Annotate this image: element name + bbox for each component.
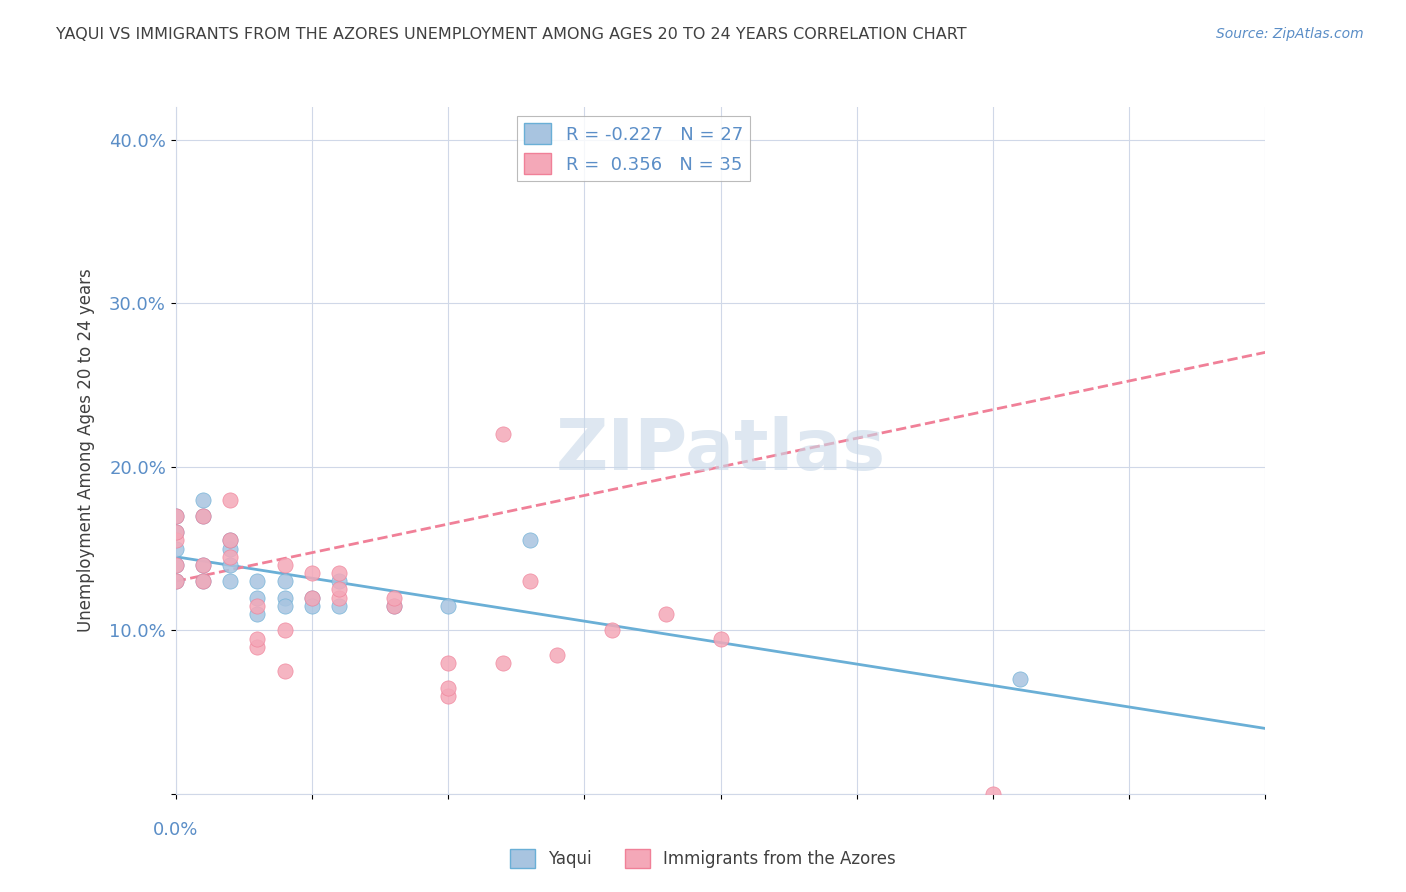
Point [165, 574, 187, 589]
Point [328, 566, 350, 580]
Point [191, 574, 214, 589]
Point [246, 640, 269, 654]
Point [246, 574, 269, 589]
Point [165, 525, 187, 540]
Point [437, 656, 460, 670]
Point [246, 607, 269, 621]
Point [328, 574, 350, 589]
Point [600, 624, 623, 638]
Point [165, 508, 187, 523]
Text: 0.0%: 0.0% [153, 822, 198, 839]
Point [165, 525, 187, 540]
Point [274, 558, 297, 572]
Point [328, 591, 350, 605]
Point [191, 508, 214, 523]
Point [710, 632, 733, 646]
Point [382, 599, 405, 613]
Point [301, 591, 323, 605]
Point [219, 558, 242, 572]
Point [274, 599, 297, 613]
Point [274, 574, 297, 589]
Point [246, 599, 269, 613]
Point [165, 533, 187, 548]
Point [437, 689, 460, 703]
Point [165, 574, 187, 589]
Legend: Yaqui, Immigrants from the Azores: Yaqui, Immigrants from the Azores [503, 842, 903, 875]
Point [328, 599, 350, 613]
Point [191, 558, 214, 572]
Text: YAQUI VS IMMIGRANTS FROM THE AZORES UNEMPLOYMENT AMONG AGES 20 TO 24 YEARS CORRE: YAQUI VS IMMIGRANTS FROM THE AZORES UNEM… [56, 27, 967, 42]
Point [301, 599, 323, 613]
Point [519, 574, 541, 589]
Point [492, 656, 515, 670]
Point [437, 681, 460, 695]
Point [1010, 673, 1032, 687]
Point [274, 664, 297, 679]
Point [655, 607, 678, 621]
Text: ZIPatlas: ZIPatlas [555, 416, 886, 485]
Point [981, 787, 1004, 801]
Point [191, 574, 214, 589]
Point [165, 558, 187, 572]
Point [519, 533, 541, 548]
Point [165, 558, 187, 572]
Point [219, 541, 242, 556]
Point [219, 574, 242, 589]
Point [328, 582, 350, 597]
Point [219, 492, 242, 507]
Point [219, 549, 242, 564]
Point [219, 533, 242, 548]
Point [301, 591, 323, 605]
Point [165, 541, 187, 556]
Point [165, 508, 187, 523]
Point [492, 427, 515, 442]
Point [219, 533, 242, 548]
Point [191, 558, 214, 572]
Point [382, 599, 405, 613]
Point [274, 591, 297, 605]
Point [191, 492, 214, 507]
Point [191, 508, 214, 523]
Y-axis label: Unemployment Among Ages 20 to 24 years: Unemployment Among Ages 20 to 24 years [77, 268, 96, 632]
Point [246, 591, 269, 605]
Legend: R = -0.227   N = 27, R =  0.356   N = 35: R = -0.227 N = 27, R = 0.356 N = 35 [517, 116, 749, 181]
Point [382, 591, 405, 605]
Point [274, 624, 297, 638]
Point [301, 566, 323, 580]
Point [546, 648, 568, 662]
Text: Source: ZipAtlas.com: Source: ZipAtlas.com [1216, 27, 1364, 41]
Point [246, 632, 269, 646]
Point [437, 599, 460, 613]
